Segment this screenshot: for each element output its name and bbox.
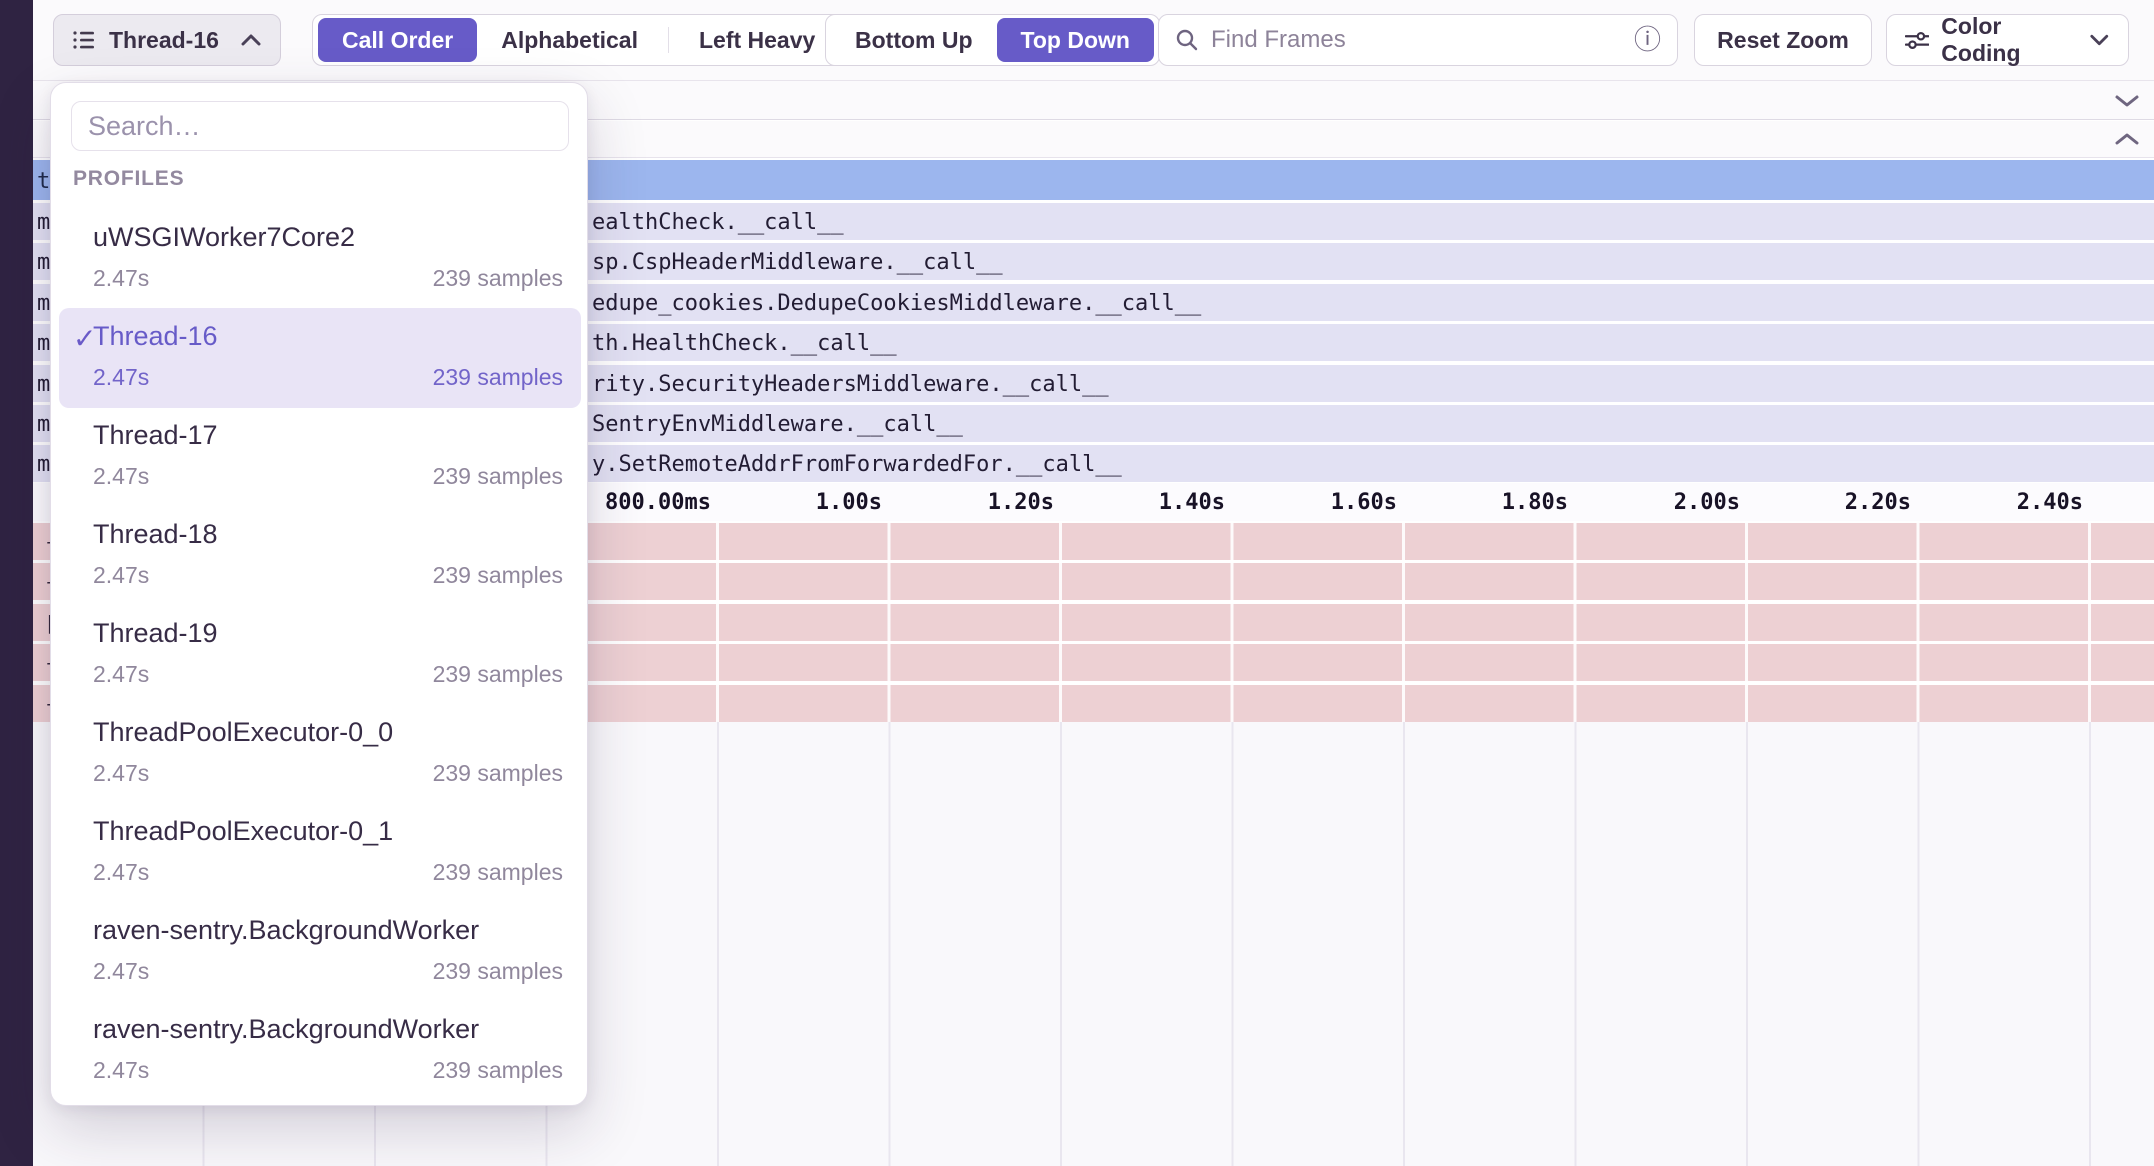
frame-label: SentryEnvMiddleware.__call__ [592, 412, 963, 437]
time-tick: 1.80s [1501, 490, 1568, 515]
frame-text-fragment: m [37, 412, 51, 437]
time-tick: 1.00s [815, 490, 882, 515]
profile-duration: 2.47s [93, 364, 150, 390]
profile-name: Thread-18 [93, 519, 218, 549]
time-tick: 2.40s [2016, 490, 2083, 515]
profile-name: Thread-17 [93, 420, 218, 450]
chevron-up-icon[interactable] [2114, 131, 2140, 147]
toolbar: Thread-16 Call Order Alphabetical Left H… [33, 0, 2154, 81]
frame-label: sp.CspHeaderMiddleware.__call__ [592, 250, 1003, 276]
profile-samples: 239 samples [432, 562, 563, 588]
profile-item[interactable]: raven-sentry.BackgroundWorker 2.47s 239 s… [59, 902, 581, 1002]
time-tick: 1.40s [1158, 490, 1225, 515]
profile-item[interactable]: ThreadPoolExecutor-0_1 2.47s 239 samples [59, 803, 581, 903]
reset-zoom-button[interactable]: Reset Zoom [1694, 14, 1872, 66]
profiles-dropdown: PROFILES uWSGIWorker7Core2 2.47s 239 samp… [50, 82, 588, 1106]
left-sidebar-strip [0, 0, 33, 1166]
time-tick: 1.60s [1330, 490, 1397, 515]
profile-samples: 239 samples [432, 1057, 563, 1083]
profile-name: Thread-19 [93, 618, 218, 648]
color-coding-button[interactable]: Color Coding [1886, 13, 2129, 66]
profile-samples: 239 samples [432, 364, 563, 390]
sliders-icon [1905, 31, 1930, 49]
profile-item[interactable]: uWSGIWorker7Core2 2.47s 239 samples [59, 209, 581, 309]
chevron-up-icon [241, 34, 261, 46]
chevron-down-icon[interactable] [2114, 93, 2140, 109]
profile-samples: 239 samples [432, 958, 563, 984]
profile-duration: 2.47s [93, 1057, 150, 1083]
time-tick: 2.20s [1844, 490, 1911, 515]
profile-item[interactable]: Thread-19 2.47s 239 samples [59, 605, 581, 705]
time-tick: 2.00s [1673, 490, 1740, 515]
profile-name: ThreadPoolExecutor-0_0 [93, 717, 394, 747]
profile-samples: 239 samples [432, 661, 563, 687]
frame-label: th.HealthCheck.__call__ [592, 331, 897, 357]
profile-samples: 239 samples [432, 859, 563, 885]
profile-item[interactable]: Thread-18 2.47s 239 samples [59, 506, 581, 606]
profile-duration: 2.47s [93, 958, 150, 984]
frame-label: rity.SecurityHeadersMiddleware.__call__ [592, 371, 1109, 397]
profile-item[interactable]: raven-sentry.BackgroundWorker 2.47s 239 s… [59, 1001, 581, 1101]
find-frames-input[interactable] [1211, 26, 1622, 54]
frame-label: edupe_cookies.DedupeCookiesMiddleware.__… [592, 290, 1202, 316]
profile-name: raven-sentry.BackgroundWorker [93, 915, 480, 945]
profile-item[interactable]: Thread-17 2.47s 239 samples [59, 407, 581, 507]
time-tick: 1.20s [987, 490, 1054, 515]
profile-samples: 239 samples [432, 463, 563, 489]
search-icon [1176, 29, 1198, 51]
profile-name: raven-sentry.BackgroundWorker [93, 1014, 480, 1044]
chevron-down-icon [2090, 34, 2109, 46]
frame-text-fragment: m [37, 371, 51, 397]
profile-duration: 2.47s [93, 562, 150, 588]
find-frames-field: ⓘ [1158, 14, 1678, 66]
thread-selector-label: Thread-16 [109, 26, 219, 53]
info-icon[interactable]: ⓘ [1634, 24, 1661, 55]
thread-selector-button[interactable]: Thread-16 [53, 14, 281, 66]
frame-text-fragment: m [37, 452, 51, 478]
sort-left-heavy-button[interactable]: Left Heavy [698, 26, 816, 53]
profile-duration: 2.47s [93, 760, 150, 786]
reset-zoom-label: Reset Zoom [1717, 26, 1849, 53]
direction-top-down-button[interactable]: Top Down [996, 18, 1154, 62]
frame-text-fragment: m [37, 331, 51, 357]
profiles-section-label: PROFILES [73, 167, 185, 190]
profile-item[interactable]: ThreadPoolExecutor-0_0 2.47s 239 samples [59, 704, 581, 804]
segment-divider [667, 27, 669, 53]
color-coding-label: Color Coding [1941, 13, 2021, 66]
frame-label: y.SetRemoteAddrFromForwardedFor.__call__ [592, 452, 1122, 478]
sort-call-order-button[interactable]: Call Order [318, 18, 478, 62]
profile-samples: 239 samples [432, 265, 563, 291]
sort-alphabetical-button[interactable]: Alphabetical [501, 26, 638, 53]
direction-bottom-up-button[interactable]: Bottom Up [855, 26, 973, 53]
frame-text-fragment: t [37, 169, 51, 194]
profile-samples: 239 samples [432, 760, 563, 786]
frame-label: ealthCheck.__call__ [592, 210, 844, 235]
sort-segmented-control: Call Order Alphabetical Left Heavy [312, 14, 846, 66]
profile-name: uWSGIWorker7Core2 [93, 222, 356, 252]
profile-name: ThreadPoolExecutor-0_1 [93, 816, 394, 846]
profiles-search-input[interactable] [71, 101, 569, 151]
frame-text-fragment: m [37, 250, 51, 276]
profile-duration: 2.47s [93, 463, 150, 489]
profile-duration: 2.47s [93, 859, 150, 885]
frame-text-fragment: m [37, 210, 51, 235]
profile-duration: 2.47s [93, 265, 150, 291]
profile-duration: 2.47s [93, 661, 150, 687]
profile-name: Thread-16 [93, 321, 218, 351]
frame-text-fragment: m [37, 290, 51, 316]
list-icon [73, 31, 94, 49]
direction-segmented-control: Bottom Up Top Down [825, 14, 1160, 66]
checkmark-icon: ✓ [73, 323, 97, 354]
time-tick: 800.00ms [605, 490, 711, 515]
profile-item-selected[interactable]: ✓ Thread-16 2.47s 239 samples [59, 308, 581, 408]
